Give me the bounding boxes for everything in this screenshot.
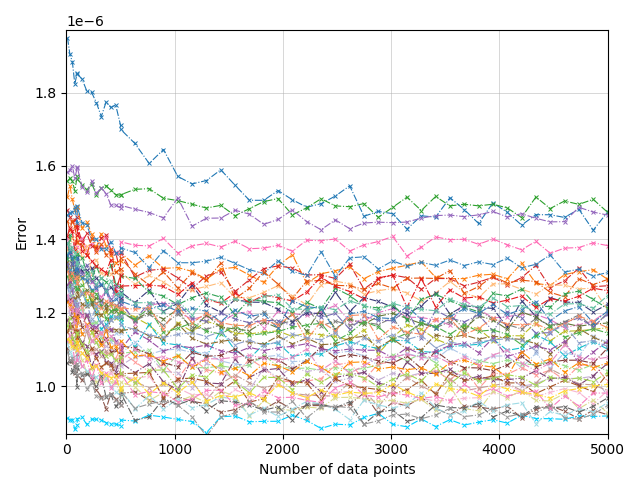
X-axis label: Number of data points: Number of data points: [259, 463, 415, 477]
Y-axis label: Error: Error: [15, 215, 29, 249]
